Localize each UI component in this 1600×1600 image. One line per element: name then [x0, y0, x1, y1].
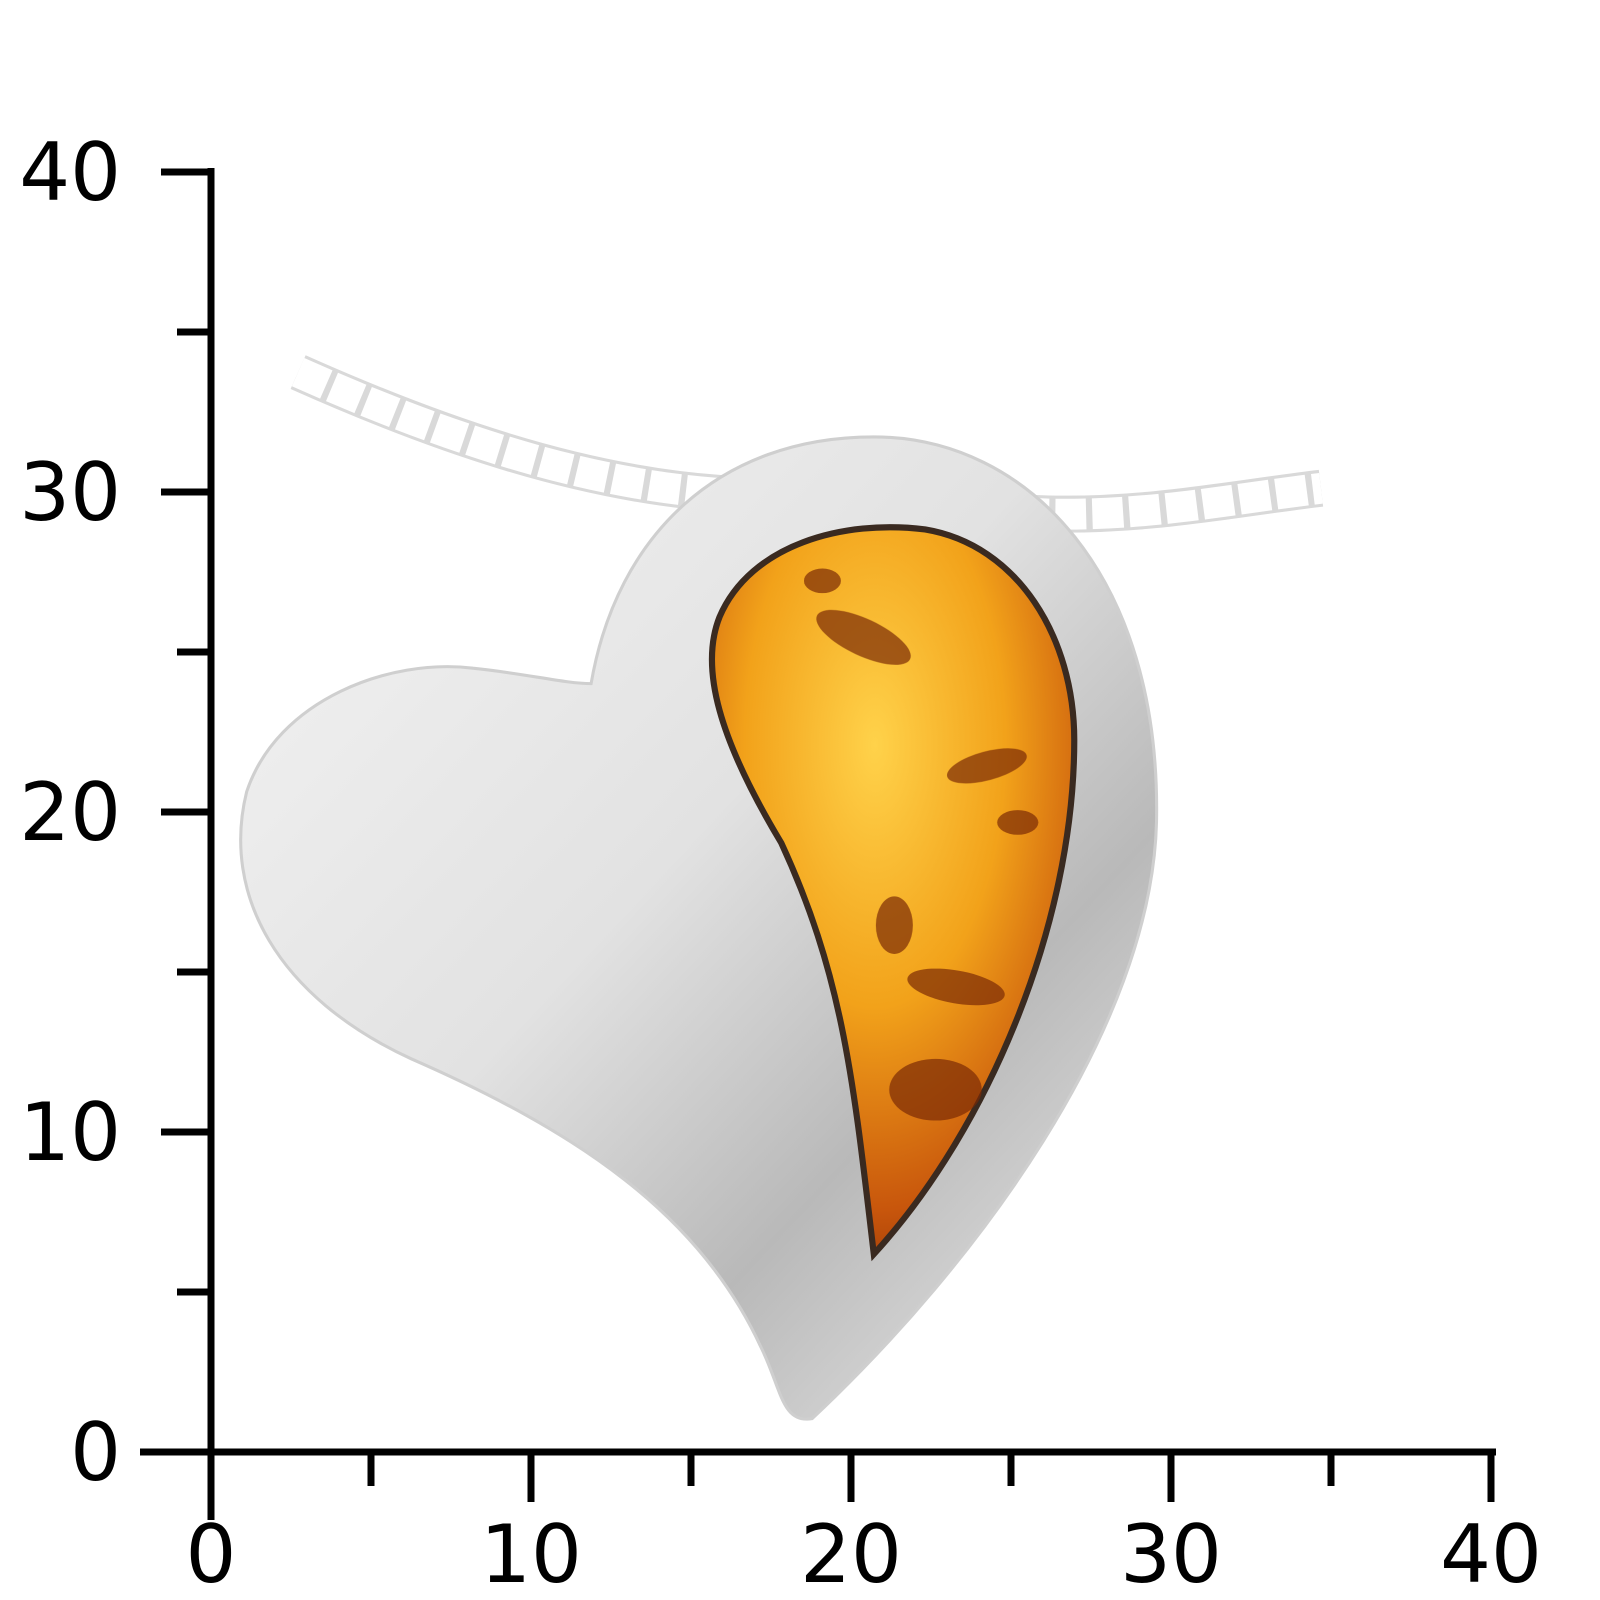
- x-tick-label: 30: [1120, 1508, 1222, 1600]
- x-tick-label: 10: [480, 1508, 582, 1600]
- x-tick-label: 0: [186, 1508, 237, 1600]
- y-tick-label: 20: [19, 766, 121, 859]
- y-tick-label: 0: [70, 1406, 121, 1499]
- y-tick-label: 30: [19, 446, 121, 539]
- y-tick-label: 10: [19, 1086, 121, 1179]
- pendant: [239, 355, 1324, 1421]
- amber-stone: [708, 524, 1078, 1262]
- x-tick-label: 40: [1440, 1508, 1542, 1600]
- x-tick-label: 20: [800, 1508, 902, 1600]
- inclusions: [803, 568, 1039, 1121]
- y-tick-label: 40: [19, 126, 121, 219]
